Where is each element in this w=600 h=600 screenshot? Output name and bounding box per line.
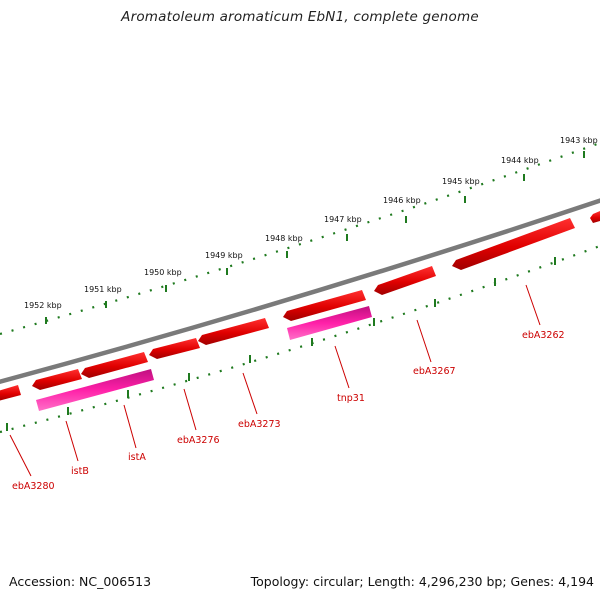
- gene-arrow-ebA3280[interactable]: [0, 385, 21, 401]
- topology-text: Topology: circular; Length: 4,296,230 bp…: [250, 574, 594, 589]
- scale-label-1951: 1951 kbp: [84, 285, 122, 294]
- outer-major-ticks: [45, 151, 585, 324]
- scale-label-1945: 1945 kbp: [442, 177, 480, 186]
- accession-text: Accession: NC_006513: [9, 574, 152, 589]
- scale-label-1949: 1949 kbp: [205, 251, 243, 260]
- inner-scale-ticks: [0, 244, 600, 434]
- map-title: Aromatoleum aromaticum EbN1, complete ge…: [121, 9, 479, 25]
- mobile-element-genes[interactable]: [36, 306, 372, 411]
- scale-label-1947: 1947 kbp: [324, 215, 362, 224]
- outer-scale-ticks: [0, 141, 600, 336]
- scale-label-1944: 1944 kbp: [501, 156, 539, 165]
- gene-label-istB: istB: [71, 466, 89, 477]
- gene-arrow-ebA3262[interactable]: [452, 218, 575, 270]
- gene-label-ebA3273: ebA3273: [238, 419, 281, 430]
- genome-backbone: [0, 198, 600, 384]
- gene-arrow-ebA3267[interactable]: [374, 266, 436, 295]
- gene-label-ebA3267: ebA3267: [413, 366, 456, 377]
- gene-arrow-f3[interactable]: [283, 290, 366, 321]
- gene-label-ebA3276: ebA3276: [177, 435, 220, 446]
- gene-arrow-istB[interactable]: [32, 369, 82, 390]
- gene-label-ebA3262: ebA3262: [522, 330, 565, 341]
- gene-arrow-ebA3276[interactable]: [149, 338, 200, 359]
- scale-label-1948: 1948 kbp: [265, 234, 303, 243]
- scale-labels: 1943 kbp 1944 kbp 1945 kbp 1946 kbp 1947…: [24, 136, 598, 310]
- forward-genes[interactable]: [0, 211, 600, 401]
- gene-labels: ebA3262 ebA3267 tnp31 ebA3273 ebA3276 is…: [12, 330, 565, 492]
- gene-arrow-edge[interactable]: [590, 211, 600, 223]
- scale-label-1952: 1952 kbp: [24, 301, 62, 310]
- gene-arrow-f6[interactable]: [81, 352, 148, 378]
- gene-arrow-tnp31[interactable]: [287, 306, 372, 340]
- scale-label-1946: 1946 kbp: [383, 196, 421, 205]
- gene-arrow-ebA3273[interactable]: [198, 318, 269, 345]
- scale-label-1943: 1943 kbp: [560, 136, 598, 145]
- gene-label-tnp31: tnp31: [337, 393, 365, 404]
- gene-label-ebA3280: ebA3280: [12, 481, 55, 492]
- gene-arrow-istA[interactable]: [36, 369, 154, 411]
- scale-label-1950: 1950 kbp: [144, 268, 182, 277]
- label-leader-lines: [9, 284, 541, 477]
- gene-label-istA: istA: [128, 452, 146, 463]
- inner-major-ticks: [6, 257, 556, 431]
